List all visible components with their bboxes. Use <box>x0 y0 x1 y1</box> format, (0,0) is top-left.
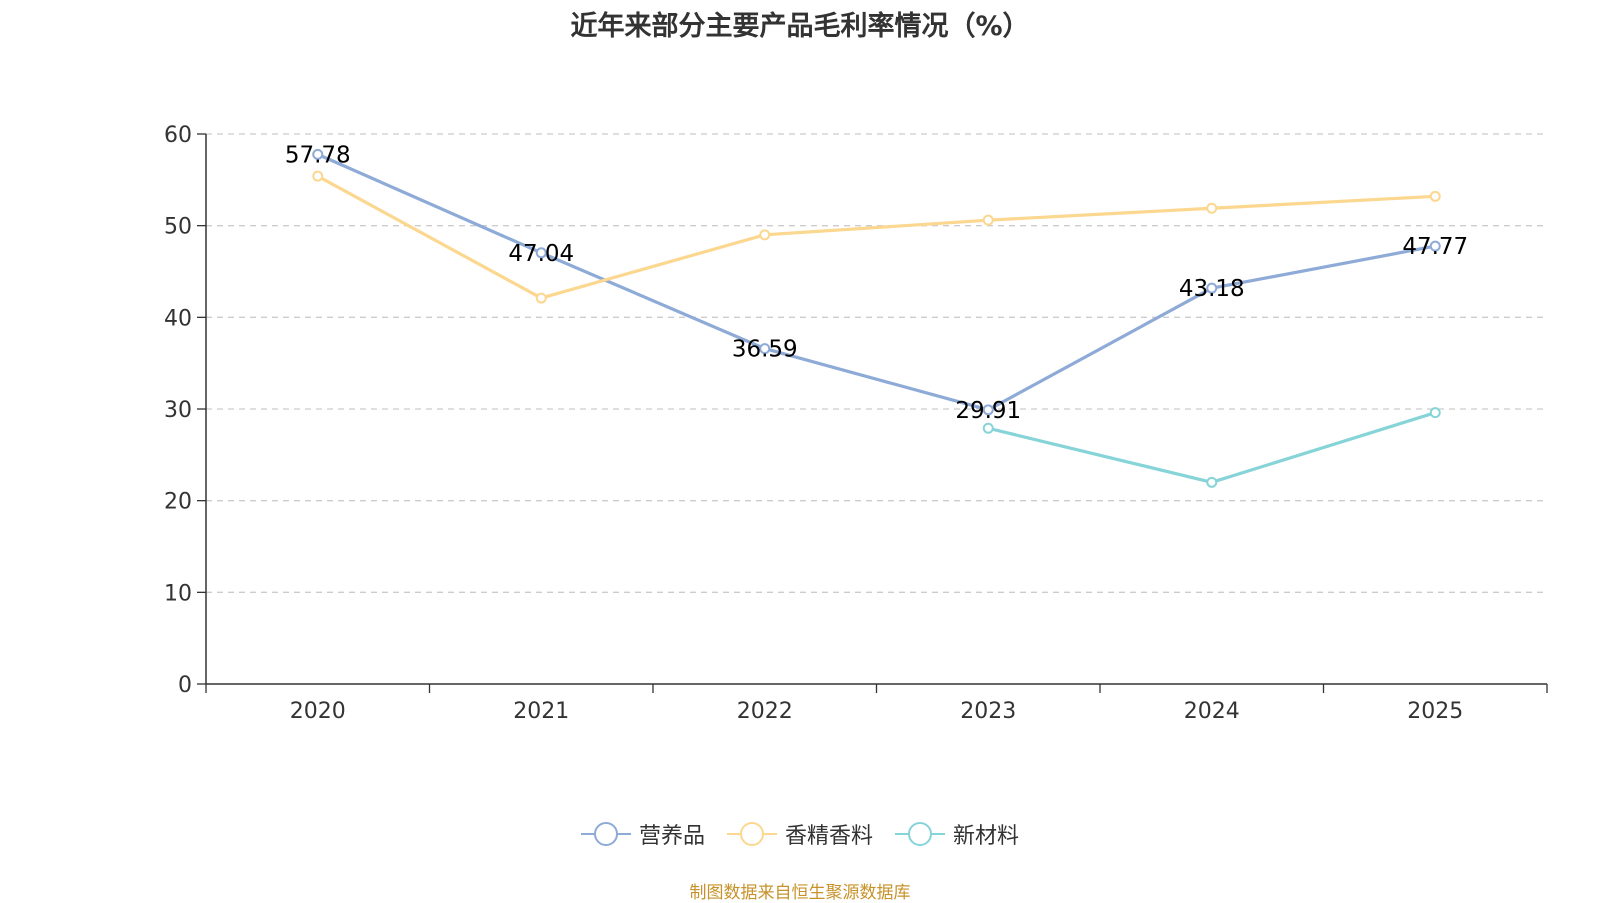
point-2-2024 <box>1206 476 1218 488</box>
point-1-2025 <box>1429 190 1441 202</box>
y-tick-label-40: 40 <box>164 306 192 331</box>
point-0-2022 <box>759 343 771 355</box>
x-tick-label-2023: 2023 <box>960 699 1016 724</box>
point-1-2023 <box>982 214 994 226</box>
legend-marker-icon <box>895 822 945 846</box>
source-note: 制图数据来自恒生聚源数据库 <box>689 883 911 903</box>
legend-marker-icon <box>580 822 631 846</box>
point-1-2022 <box>759 229 771 241</box>
point-1-2024 <box>1206 202 1218 214</box>
series-line-2 <box>987 411 1436 484</box>
y-tick-label-10: 10 <box>164 581 192 606</box>
data-label-0-2022: 36.59 <box>732 337 798 363</box>
point-0-2023 <box>982 404 994 416</box>
y-tick-label-60: 60 <box>164 123 192 148</box>
series-line-0 <box>317 152 1436 412</box>
legend-item-2[interactable]: 新材料 <box>895 818 1019 850</box>
legend-item-1[interactable]: 香精香料 <box>726 818 873 850</box>
line-chart: 0 10 20 30 40 50 60 2020 2021 2022 2023 2024 2025 57.… <box>164 123 1548 724</box>
y-tick-label-30: 30 <box>164 398 192 423</box>
data-label-0-2020: 57.78 <box>285 142 351 168</box>
data-label-0-2025: 47.77 <box>1402 234 1468 260</box>
x-tick-label-2021: 2021 <box>513 699 569 724</box>
y-tick-label-50: 50 <box>164 215 192 240</box>
legend-item-0[interactable]: 营养品 <box>580 818 705 850</box>
point-2-2023 <box>982 422 994 434</box>
point-2-2025 <box>1429 407 1441 419</box>
point-1-2020 <box>312 170 324 182</box>
x-tick-label-2022: 2022 <box>737 699 793 724</box>
point-1-2021 <box>535 292 547 304</box>
y-tick-label-0: 0 <box>178 673 192 698</box>
point-0-2020 <box>312 148 324 160</box>
data-label-0-2021: 47.04 <box>508 241 574 267</box>
point-0-2021 <box>535 247 547 259</box>
data-label-0-2024: 43.18 <box>1179 276 1245 302</box>
series-line-1 <box>316 174 1436 300</box>
data-label-0-2023: 29.91 <box>955 398 1021 424</box>
legend-marker-icon <box>726 822 777 846</box>
chart-legend: 营养品 香精香料 新材料 <box>0 818 1600 850</box>
x-tick-label-2024: 2024 <box>1184 699 1240 724</box>
legend-label: 香精香料 <box>784 824 873 849</box>
legend-label: 营养品 <box>638 824 705 849</box>
x-tick-label-2020: 2020 <box>290 699 346 724</box>
y-tick-label-20: 20 <box>164 490 192 515</box>
legend-label: 新材料 <box>953 824 1020 849</box>
point-0-2025 <box>1429 240 1441 252</box>
x-tick-label-2025: 2025 <box>1407 699 1463 724</box>
point-0-2024 <box>1206 282 1218 294</box>
chart-title: 近年来部分主要产品毛利率情况（%） <box>570 11 1030 42</box>
